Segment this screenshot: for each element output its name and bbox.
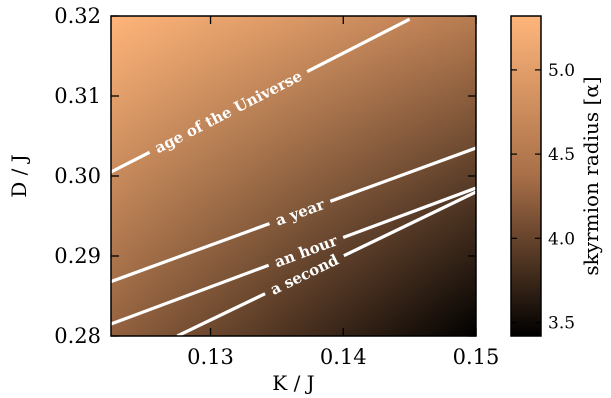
y-tick-label: 0.29	[54, 244, 101, 268]
y-tick-label: 0.32	[54, 4, 101, 28]
colorbar: 3.5 4.0 4.5 5.0 skyrmion radius [α]	[510, 15, 603, 337]
y-tick-label: 0.30	[54, 164, 101, 188]
y-tick-label: 0.28	[54, 324, 101, 348]
colorbar-gradient	[510, 15, 542, 337]
colorbar-tick-label: 4.5	[548, 145, 575, 165]
colorbar-tick-label: 3.5	[548, 314, 575, 334]
contour-line	[111, 150, 151, 174]
y-axis-label: D / J	[7, 154, 31, 198]
x-tick-label: 0.15	[453, 345, 500, 369]
colorbar-tick-label: 4.0	[548, 229, 575, 249]
colorbar-label: skyrmion radius [α]	[579, 76, 603, 275]
x-tick-label: 0.13	[187, 345, 234, 369]
y-axis-ticks: 0.28 0.29 0.30 0.31 0.32	[54, 4, 476, 348]
colorbar-ticks: 3.5 4.0 4.5 5.0	[511, 61, 575, 334]
contour-line	[111, 222, 271, 284]
x-axis-ticks: 0.13 0.14 0.15	[187, 16, 499, 369]
contour-line	[306, 17, 411, 74]
contour-line	[329, 146, 476, 203]
contour-line	[342, 186, 476, 239]
contour-line	[176, 292, 266, 336]
heatmap-field-bottom	[111, 16, 476, 336]
colorbar-tick-label: 5.0	[548, 61, 575, 81]
x-axis-label: K / J	[272, 371, 314, 395]
contour-line	[343, 190, 476, 258]
contour-line	[111, 263, 270, 326]
y-tick-label: 0.31	[54, 84, 101, 108]
x-tick-label: 0.14	[320, 345, 367, 369]
